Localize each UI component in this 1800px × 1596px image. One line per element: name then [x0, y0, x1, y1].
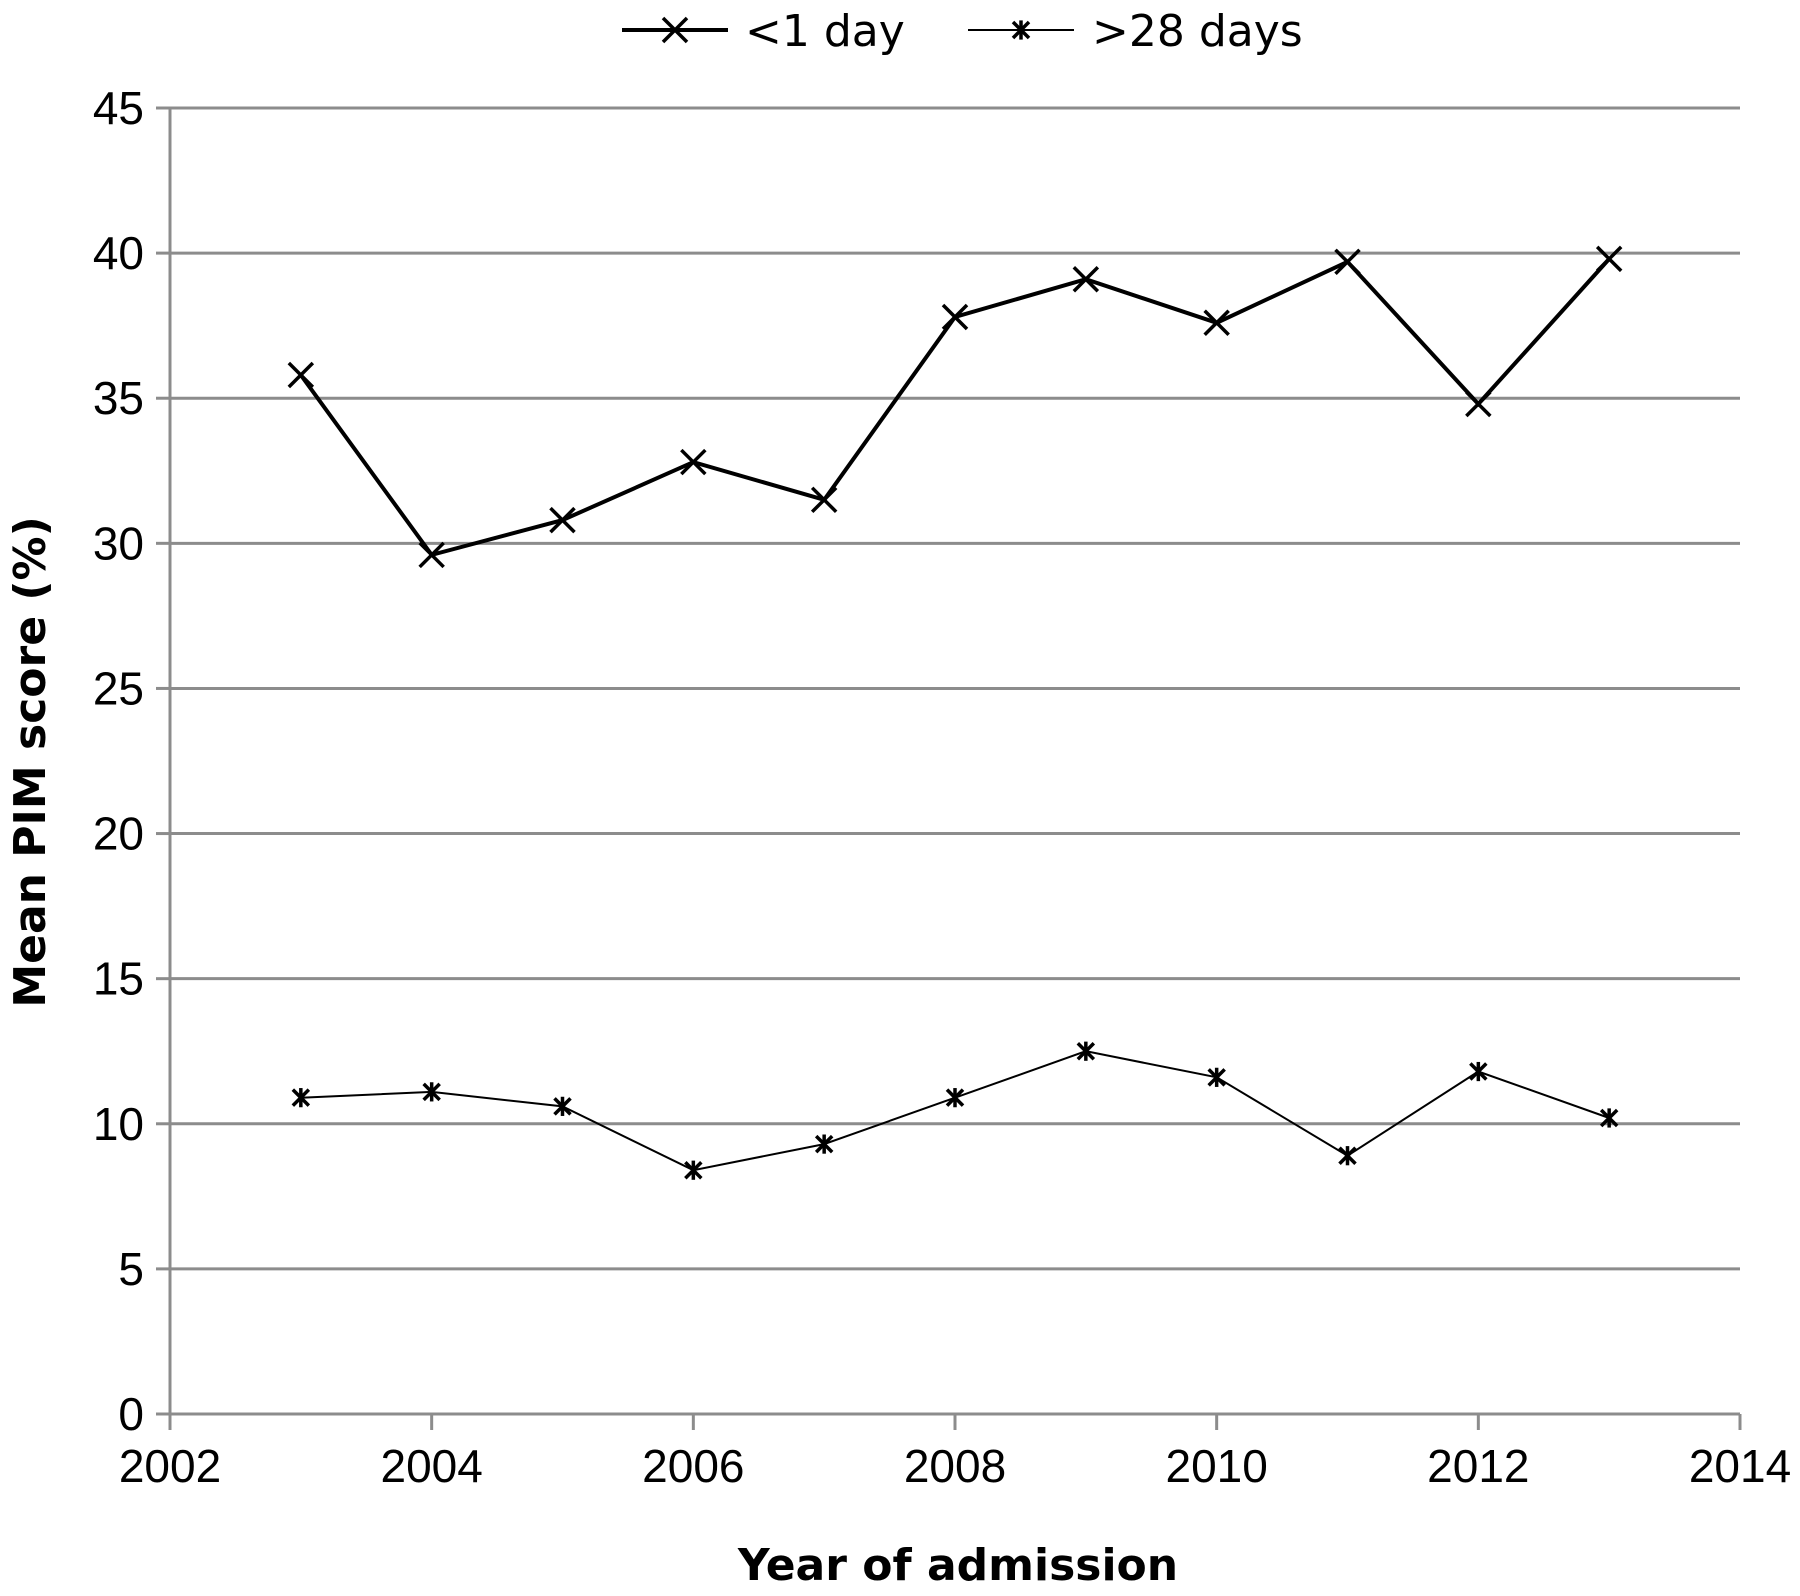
data-point: [1203, 309, 1230, 337]
data-point: [810, 486, 838, 514]
data-point: [1469, 1061, 1488, 1082]
marker-stroke: [810, 486, 838, 514]
axes: 0 5 10 15 20 25 30 35 40 45 2002 2004 2006 2008 2010 20…: [93, 82, 1791, 1492]
legend-label: <1 day: [745, 6, 905, 57]
y-tick-label: 10: [93, 1098, 144, 1150]
series-lines: [287, 245, 1623, 1180]
data-point: [1599, 1108, 1619, 1128]
data-point: [553, 1096, 572, 1116]
x-tick-label: 2012: [1427, 1440, 1529, 1492]
data-point: [291, 1088, 311, 1108]
marker-stroke: [680, 448, 707, 476]
y-tick-label: 15: [93, 953, 144, 1005]
data-point: [814, 1134, 834, 1154]
marker-stroke: [287, 361, 315, 389]
x-tick-label: 2006: [642, 1440, 744, 1492]
data-point: [1465, 390, 1492, 418]
x-tick-label: 2008: [904, 1440, 1006, 1492]
y-tick-label: 25: [93, 662, 144, 714]
data-point: [1595, 245, 1623, 273]
y-tick-label: 45: [93, 82, 144, 134]
series-1: [287, 245, 1623, 569]
data-point: [1338, 1146, 1357, 1166]
marker-stroke: [1203, 309, 1230, 337]
x-tick-label: 2010: [1165, 1440, 1267, 1492]
y-tick-label: 30: [93, 517, 144, 569]
data-point: [287, 361, 315, 389]
y-tick-label: 35: [93, 372, 144, 424]
data-point: [680, 448, 707, 476]
series-2: [291, 1041, 1619, 1180]
y-tick-label: 0: [118, 1388, 144, 1440]
data-point: [418, 541, 445, 569]
y-tick-label: 5: [118, 1243, 144, 1295]
x-tick-label: 2004: [380, 1440, 482, 1492]
x-tick-label: 2014: [1689, 1440, 1791, 1492]
legend: <1 day >28 days: [622, 6, 1303, 57]
marker-stroke: [1334, 248, 1361, 276]
data-point: [684, 1160, 703, 1180]
marker-stroke: [1465, 390, 1492, 418]
data-point: [1207, 1067, 1226, 1087]
y-tick-label: 40: [93, 227, 144, 279]
marker-stroke: [661, 16, 689, 44]
data-point: [1076, 1041, 1096, 1061]
x-tick-label: 2002: [119, 1440, 221, 1492]
marker-stroke: [941, 303, 969, 331]
legend-item: <1 day: [622, 6, 905, 57]
y-tick-label: 20: [93, 808, 144, 860]
data-point: [1334, 248, 1361, 276]
data-point: [422, 1082, 441, 1102]
legend-marker: [1011, 20, 1031, 40]
marker-stroke: [1072, 265, 1100, 293]
marker-stroke: [549, 506, 576, 534]
legend-label: >28 days: [1092, 6, 1303, 57]
x-axis-title: Year of admission: [737, 1540, 1178, 1591]
grid-lines: [170, 106, 1740, 1271]
marker-stroke: [1595, 245, 1623, 273]
marker-stroke: [418, 541, 445, 569]
data-point: [549, 506, 576, 534]
legend-item: >28 days: [968, 6, 1303, 57]
data-point: [945, 1088, 965, 1108]
data-point: [941, 303, 969, 331]
series-line: [299, 257, 1611, 558]
series-line: [300, 1050, 1610, 1172]
legend-marker: [661, 16, 689, 44]
data-point: [1072, 265, 1100, 293]
y-axis-title: Mean PIM score (%): [5, 516, 56, 1007]
